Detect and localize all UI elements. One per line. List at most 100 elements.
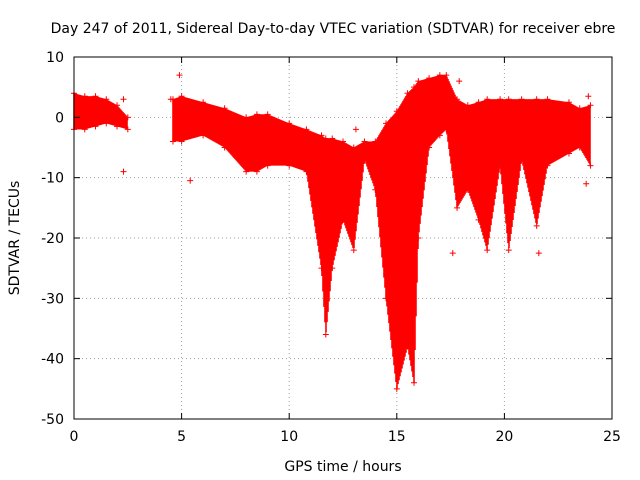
data-point: [464, 186, 471, 193]
data-point: [436, 72, 443, 79]
data-point: [484, 247, 491, 254]
data-point: [383, 295, 390, 302]
x-axis: 0 5 10 15 20 25: [70, 57, 621, 445]
outlier-point: [456, 78, 463, 85]
data-point: [411, 379, 418, 386]
data-point: [243, 114, 250, 121]
data-point: [533, 222, 540, 229]
x-tick-label: 10: [280, 429, 298, 445]
y-tick-label: 10: [46, 50, 64, 66]
data-point: [253, 111, 260, 118]
outlier-point: [187, 177, 194, 184]
outlier-point: [583, 180, 590, 187]
data-point: [303, 126, 310, 133]
data-point: [81, 93, 88, 100]
y-tick-label: 0: [55, 110, 64, 126]
data-point: [404, 90, 411, 97]
data-point: [415, 78, 422, 85]
data-point: [350, 247, 357, 254]
data-point: [361, 156, 368, 163]
data-point: [475, 99, 482, 106]
data-point: [565, 99, 572, 106]
data-point: [361, 138, 368, 145]
x-tick-label: 0: [70, 429, 79, 445]
data-layer: [71, 72, 594, 392]
data-point: [426, 144, 433, 151]
data-point: [544, 96, 551, 103]
data-point: [518, 156, 525, 163]
data-point: [221, 105, 228, 112]
outlier-point: [449, 250, 456, 257]
data-point: [264, 162, 271, 169]
data-point: [350, 144, 357, 151]
data-point: [436, 132, 443, 139]
data-point: [576, 144, 583, 151]
data-point: [484, 96, 491, 103]
outlier-point: [176, 72, 183, 79]
data-point: [124, 126, 131, 133]
data-point: [286, 162, 293, 169]
data-point: [587, 162, 594, 169]
data-point: [103, 120, 110, 127]
data-point: [221, 144, 228, 151]
data-point: [505, 96, 512, 103]
x-tick-label: 15: [388, 429, 406, 445]
data-point: [318, 265, 325, 272]
data-point: [464, 102, 471, 109]
data-point: [372, 138, 379, 145]
data-point: [454, 204, 461, 211]
outlier-point: [352, 126, 359, 133]
data-point: [329, 135, 336, 142]
data-point: [286, 120, 293, 127]
outlier-point: [167, 96, 174, 103]
outlier-point: [585, 93, 592, 100]
data-point: [393, 108, 400, 115]
data-point: [340, 216, 346, 223]
y-tick-label: -50: [41, 412, 64, 428]
data-point: [200, 99, 207, 106]
y-tick-label: -20: [41, 231, 64, 247]
data-point: [475, 216, 482, 223]
chart-title: Day 247 of 2011, Sidereal Day-to-day VTE…: [51, 21, 616, 37]
data-point: [200, 132, 207, 139]
data-point: [303, 168, 310, 175]
data-point: [576, 105, 583, 112]
data-point: [124, 114, 131, 121]
data-point: [114, 102, 121, 109]
data-point: [587, 102, 594, 109]
x-tick-label: 25: [603, 429, 621, 445]
x-tick-label: 5: [177, 429, 186, 445]
y-tick-label: -30: [41, 291, 64, 307]
y-tick-label: -40: [41, 352, 64, 368]
data-point: [318, 132, 325, 139]
data-point: [340, 138, 346, 145]
data-point: [243, 168, 250, 175]
outlier-markers: [120, 72, 592, 257]
data-point: [103, 96, 110, 103]
data-point: [81, 126, 88, 133]
data-point: [443, 126, 450, 133]
outlier-point: [120, 168, 127, 175]
data-point: [497, 96, 504, 103]
outlier-point: [120, 96, 127, 103]
data-point: [322, 331, 329, 338]
data-point: [383, 120, 390, 127]
data-point: [253, 168, 260, 175]
data-point: [518, 96, 525, 103]
data-point: [497, 162, 504, 169]
data-point: [544, 162, 551, 169]
data-point: [533, 96, 540, 103]
data-point: [565, 150, 572, 157]
data-point: [322, 135, 329, 142]
data-point: [393, 385, 400, 392]
x-axis-label: GPS time / hours: [284, 459, 401, 475]
y-tick-label: -10: [41, 171, 64, 187]
data-point: [169, 138, 176, 145]
data-point: [178, 93, 185, 100]
y-axis: -50 -40 -30 -20 -10 0 10: [41, 50, 612, 428]
data-point: [415, 235, 422, 241]
data-point: [114, 123, 121, 130]
data-point: [264, 111, 271, 118]
data-point: [443, 72, 450, 79]
